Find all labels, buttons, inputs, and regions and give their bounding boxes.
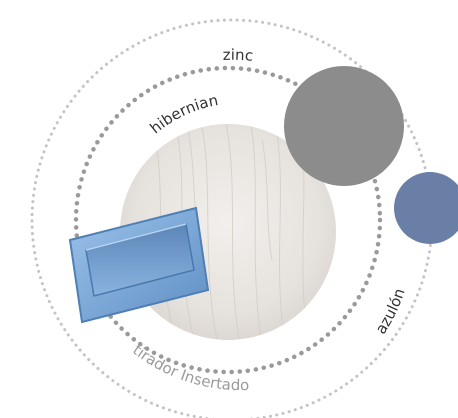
azulon-swatch[interactable] <box>394 172 458 244</box>
zinc-label: zinc <box>222 46 254 65</box>
azulon-label: azulón <box>372 286 409 337</box>
tirador-insertado-handle[interactable] <box>68 206 210 324</box>
inner-dotted-ring <box>73 65 383 375</box>
zinc-swatch[interactable] <box>284 66 404 186</box>
